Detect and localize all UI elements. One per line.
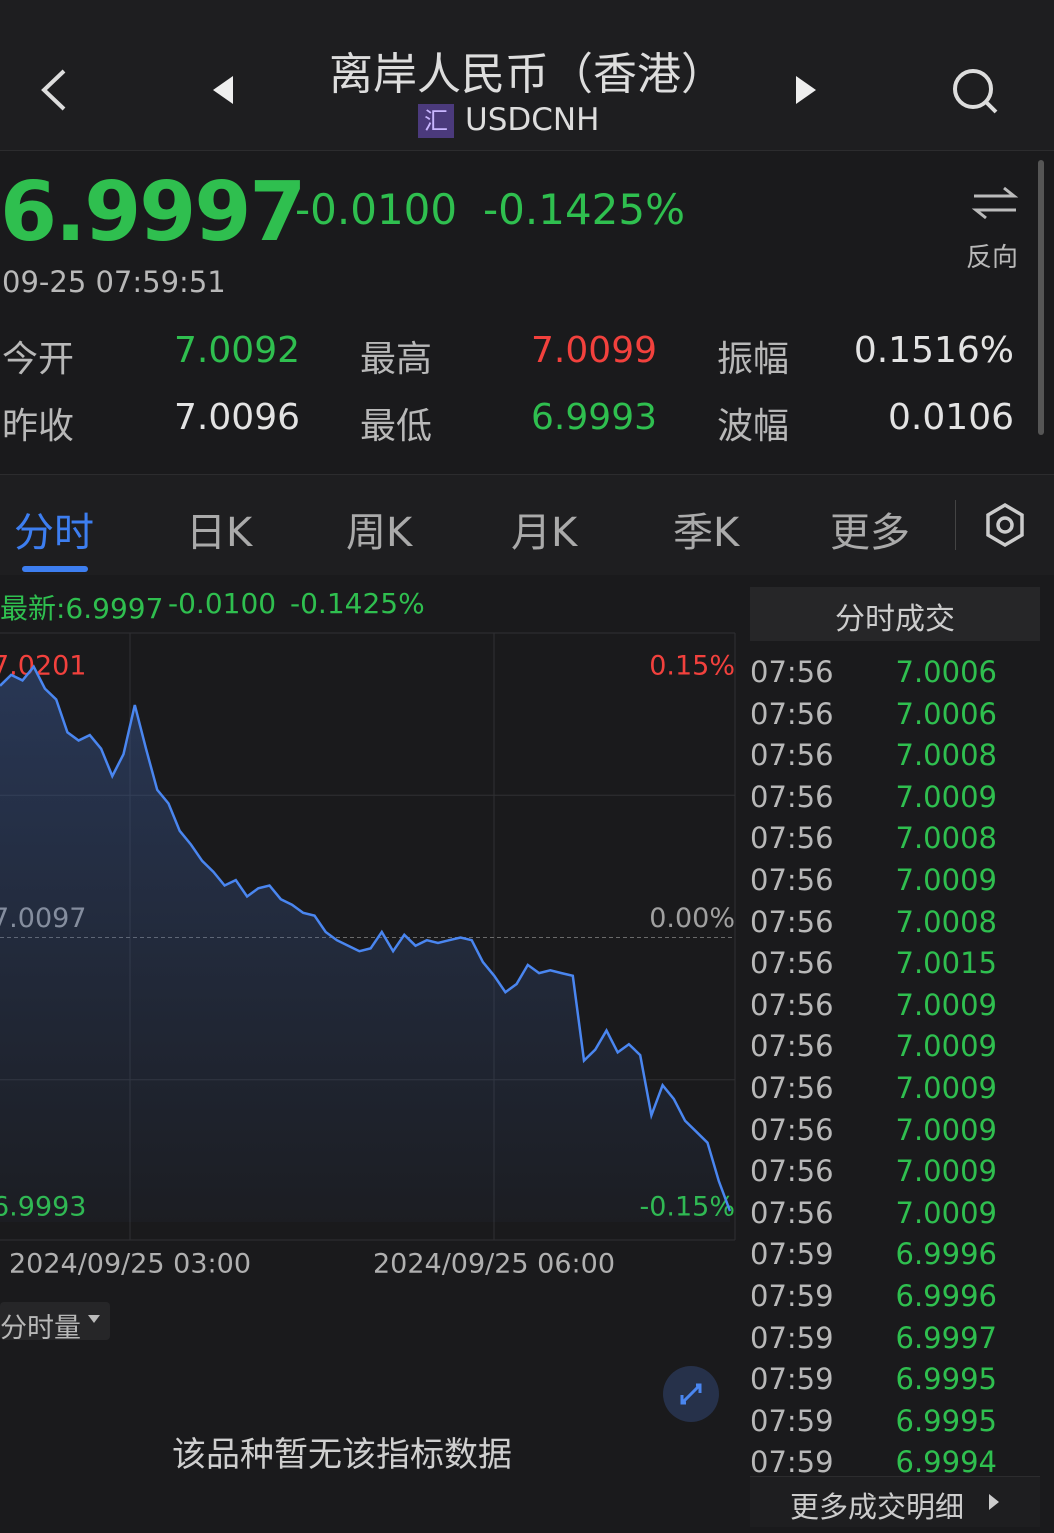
intraday-chart: 7.02017.00976.99930.15%0.00%-0.15%2024/0…: [0, 632, 736, 1280]
trade-time: 07:59: [750, 1237, 834, 1272]
price-area: [0, 666, 730, 1222]
trade-time: 07:56: [750, 821, 834, 856]
latest-change-pct: -0.1425%: [290, 587, 425, 620]
empty-message: 该品种暂无该指标数据: [172, 1435, 512, 1475]
price-change-pct: -0.1425%: [483, 185, 686, 234]
trade-price: 7.0006: [895, 696, 997, 731]
tab[interactable]: 周K: [346, 510, 413, 556]
trade-price: 7.0009: [895, 1154, 997, 1189]
trade-time: 07:56: [750, 1154, 834, 1189]
tab[interactable]: 月K: [511, 510, 578, 556]
search-button[interactable]: [948, 64, 1002, 118]
more-trades[interactable]: 更多成交明细: [790, 1490, 965, 1524]
trade-time: 07:59: [750, 1362, 834, 1397]
trade-price: 6.9997: [895, 1320, 997, 1355]
tab[interactable]: 分时: [14, 510, 94, 556]
volume-selector[interactable]: [0, 1302, 110, 1340]
prev-button[interactable]: [205, 72, 245, 112]
trade-price: 7.0008: [895, 821, 997, 856]
stat-label: 昨收: [2, 406, 75, 447]
last-price: 6.9997: [0, 165, 306, 260]
trade-price: 7.0009: [895, 987, 997, 1022]
trade-time: 07:56: [750, 987, 834, 1022]
stat-label: 最低: [360, 406, 433, 447]
trade-price: 7.0009: [895, 1195, 997, 1230]
stat-label: 波幅: [717, 406, 790, 447]
trade-price: 7.0009: [895, 1112, 997, 1147]
trades-title: 分时成交: [835, 602, 955, 637]
dropdown-icon: [88, 1315, 100, 1323]
tab-bar: [0, 474, 1054, 575]
stat-label: 最高: [360, 339, 433, 380]
market-badge: 汇: [418, 104, 454, 138]
trades-header: [750, 587, 1040, 641]
trade-price: 6.9994: [895, 1445, 997, 1480]
trade-time: 07:59: [750, 1403, 834, 1438]
next-button[interactable]: [790, 72, 830, 112]
quote-time: 09-25 07:59:51: [2, 265, 226, 299]
price-line: [0, 664, 732, 1212]
quote-panel: [0, 151, 1054, 473]
y2-tick-label: 0.15%: [649, 651, 735, 682]
trade-time: 07:59: [750, 1320, 834, 1355]
x-label: 2024/09/25 06:00: [373, 1249, 615, 1280]
trade-time: 07:56: [750, 863, 834, 897]
trade-price: 6.9995: [895, 1403, 997, 1438]
more-arrow: [989, 1494, 999, 1510]
tab[interactable]: 季K: [673, 510, 740, 556]
trade-time: 07:56: [750, 1071, 834, 1105]
tab[interactable]: 日K: [186, 510, 253, 556]
stat-label: 今开: [2, 339, 75, 380]
trade-time: 07:56: [750, 946, 834, 981]
header-bar: [0, 0, 1054, 151]
trade-price: 6.9996: [895, 1237, 997, 1272]
trade-time: 07:56: [750, 655, 834, 689]
latest-change: -0.0100: [168, 587, 277, 620]
stat-label: 振幅: [717, 339, 790, 380]
back-button[interactable]: [30, 65, 80, 115]
latest-label: 最新:6.9997: [0, 592, 164, 625]
trade-time: 07:56: [750, 1112, 834, 1147]
trade-price: 7.0009: [895, 1071, 997, 1105]
trade-time: 07:56: [750, 779, 834, 814]
expand-button[interactable]: [662, 1365, 720, 1423]
trade-time: 07:56: [750, 1029, 834, 1064]
trade-price: 6.9995: [895, 1362, 997, 1397]
trade-time: 07:56: [750, 696, 834, 731]
y2-tick-label: 0.00%: [649, 903, 735, 934]
trade-price: 6.9996: [895, 1279, 997, 1313]
divider: [955, 500, 956, 550]
volume-selector-label[interactable]: 分时量: [0, 1313, 81, 1344]
trade-price: 7.0008: [895, 904, 997, 939]
settings-button[interactable]: [982, 502, 1028, 548]
tab-indicator: [22, 566, 88, 572]
trade-price: 7.0008: [895, 738, 997, 773]
x-label: 2024/09/25 03:00: [9, 1249, 251, 1280]
tab[interactable]: 更多: [830, 510, 910, 556]
trade-price: 7.0006: [895, 655, 997, 689]
trade-price: 7.0009: [895, 863, 997, 897]
stat-value: 7.0099: [531, 330, 657, 371]
stat-value: 6.9993: [531, 397, 657, 438]
stat-value: 7.0092: [174, 330, 300, 371]
symbol-code: USDCNH: [465, 102, 600, 138]
trade-price: 7.0015: [895, 946, 997, 981]
trade-price: 7.0009: [895, 779, 997, 814]
trade-price: 7.0009: [895, 1029, 997, 1064]
trade-time: 07:59: [750, 1279, 834, 1313]
title: 离岸人民币（香港）: [329, 49, 725, 100]
reverse-label[interactable]: 反向: [966, 243, 1019, 273]
stat-value: 0.1516%: [853, 330, 1014, 371]
stat-value: 0.0106: [888, 397, 1014, 438]
price-change: -0.0100: [295, 185, 458, 234]
trade-time: 07:56: [750, 904, 834, 939]
trade-time: 07:59: [750, 1445, 834, 1480]
scrollbar: [1038, 160, 1044, 435]
trade-time: 07:56: [750, 738, 834, 773]
trade-time: 07:56: [750, 1195, 834, 1230]
reverse-icon[interactable]: [970, 182, 1020, 226]
stat-value: 7.0096: [174, 397, 300, 438]
